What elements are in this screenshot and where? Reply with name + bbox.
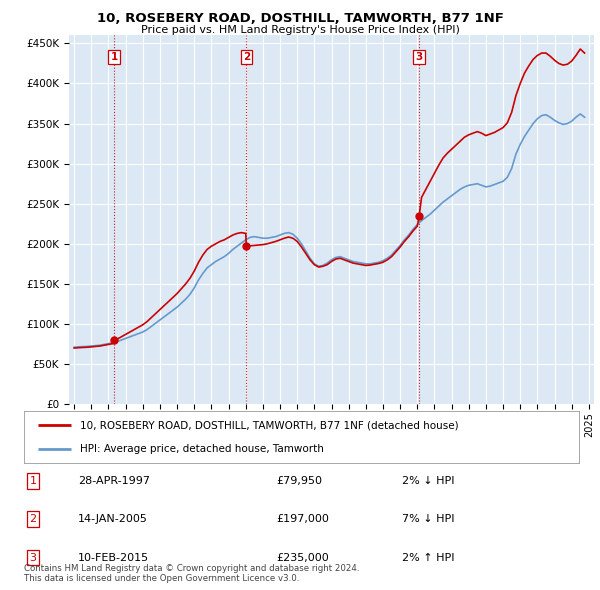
Text: Price paid vs. HM Land Registry's House Price Index (HPI): Price paid vs. HM Land Registry's House …: [140, 25, 460, 35]
Text: 2% ↑ HPI: 2% ↑ HPI: [402, 553, 455, 562]
Text: 1: 1: [29, 476, 37, 486]
Text: 3: 3: [416, 52, 423, 62]
Text: £79,950: £79,950: [276, 476, 322, 486]
Text: 10, ROSEBERY ROAD, DOSTHILL, TAMWORTH, B77 1NF (detached house): 10, ROSEBERY ROAD, DOSTHILL, TAMWORTH, B…: [79, 420, 458, 430]
Text: Contains HM Land Registry data © Crown copyright and database right 2024.
This d: Contains HM Land Registry data © Crown c…: [24, 563, 359, 583]
Text: 7% ↓ HPI: 7% ↓ HPI: [402, 514, 455, 524]
Text: 1: 1: [110, 52, 118, 62]
Text: 10, ROSEBERY ROAD, DOSTHILL, TAMWORTH, B77 1NF: 10, ROSEBERY ROAD, DOSTHILL, TAMWORTH, B…: [97, 12, 503, 25]
Text: 14-JAN-2005: 14-JAN-2005: [78, 514, 148, 524]
Text: 10-FEB-2015: 10-FEB-2015: [78, 553, 149, 562]
Text: £197,000: £197,000: [276, 514, 329, 524]
Text: £235,000: £235,000: [276, 553, 329, 562]
Text: 2: 2: [29, 514, 37, 524]
Text: HPI: Average price, detached house, Tamworth: HPI: Average price, detached house, Tamw…: [79, 444, 323, 454]
Text: 2: 2: [243, 52, 250, 62]
Text: 28-APR-1997: 28-APR-1997: [78, 476, 150, 486]
Text: 2% ↓ HPI: 2% ↓ HPI: [402, 476, 455, 486]
Text: 3: 3: [29, 553, 37, 562]
